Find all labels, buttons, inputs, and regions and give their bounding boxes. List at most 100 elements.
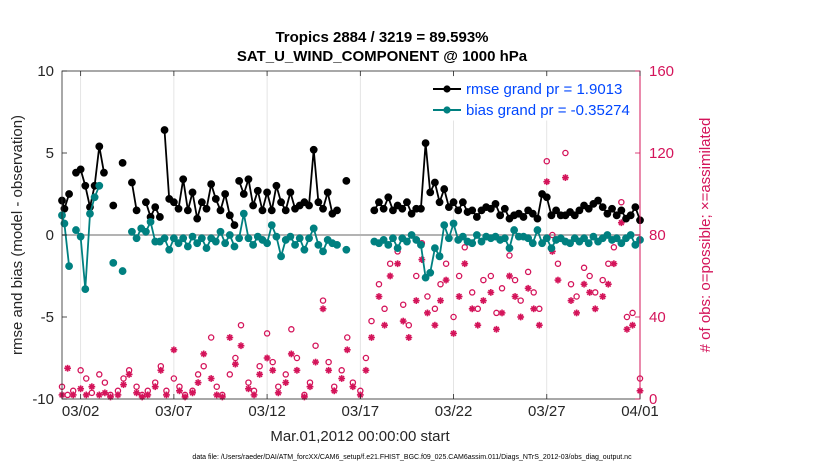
series-layer	[58, 126, 644, 294]
obs-possible-point	[413, 272, 420, 280]
data-file-footnote: data file: /Users/raeder/DAI/ATM_forcXX/…	[192, 454, 632, 461]
obs-assimilated-point	[282, 379, 290, 386]
obs-assimilated-point	[461, 260, 469, 268]
obs-assimilated-point	[437, 297, 444, 304]
obs-assimilated-point	[312, 358, 319, 366]
bias-point	[211, 237, 220, 246]
bias-point	[202, 244, 211, 253]
bias-point	[118, 267, 127, 275]
rmse-point	[221, 190, 230, 198]
obs-possible-point	[200, 362, 207, 370]
obs-assimilated-point	[431, 321, 439, 329]
y-tick-label: -5	[41, 309, 54, 326]
obs-possible-point	[506, 252, 513, 259]
rmse-point	[253, 186, 262, 195]
obs-asterisk-stroke	[362, 367, 369, 374]
y2-tick-label: 0	[649, 391, 657, 408]
rmse-point	[230, 221, 239, 230]
bias-point	[333, 240, 341, 249]
rmse-point	[496, 211, 505, 220]
obs-possible-point	[618, 198, 625, 206]
obs-asterisk-stroke	[512, 293, 519, 300]
y-tick-label: -10	[32, 391, 54, 408]
rmse-point	[76, 165, 85, 174]
obs-possible-point	[245, 379, 252, 386]
bias-point	[477, 237, 486, 246]
bias-point	[65, 262, 73, 271]
obs-possible-point	[567, 280, 575, 288]
rmse-point	[142, 198, 150, 207]
obs-possible-point	[170, 375, 178, 382]
obs-possible-point	[288, 326, 295, 333]
bias-point	[249, 240, 258, 249]
obs-asterisk-stroke	[387, 273, 394, 279]
bias-point	[342, 245, 351, 254]
rmse-point	[598, 203, 607, 212]
obs-asterisk-stroke	[139, 394, 146, 400]
obs-asterisk-stroke	[480, 297, 487, 304]
rmse-point	[603, 209, 612, 218]
obs-possible-point	[562, 149, 569, 157]
obs-asterisk-stroke	[269, 367, 276, 374]
bias-point	[617, 239, 626, 248]
rmse-series-line	[145, 201, 161, 218]
rmse-point	[174, 204, 183, 213]
obs-asterisk-stroke	[450, 330, 457, 337]
obs-asterisk-stroke	[493, 326, 500, 333]
rmse-point	[207, 180, 216, 189]
obs-asterisk-stroke	[282, 379, 289, 386]
obs-assimilated-point	[487, 289, 495, 296]
obs-assimilated-point	[617, 219, 625, 227]
obs-assimilated-point	[338, 375, 346, 382]
obs-assimilated-point	[269, 366, 277, 374]
obs-possible-point	[629, 309, 636, 317]
obs-asterisk-stroke	[605, 281, 612, 288]
obs-asterisk-stroke	[437, 297, 444, 304]
obs-assimilated-point	[77, 385, 85, 393]
obs-asterisk-stroke	[499, 309, 505, 316]
obs-assimilated-point	[493, 325, 500, 333]
rmse-point	[95, 142, 104, 151]
obs-possible-point	[511, 276, 519, 284]
obs-asterisk-stroke	[245, 385, 252, 392]
bias-point	[603, 231, 612, 239]
obs-assimilated-point	[330, 387, 338, 395]
rmse-point	[608, 204, 616, 213]
bias-point	[589, 232, 598, 241]
rmse-point	[519, 213, 528, 221]
y-axis-label: rmse and bias (model - observation)	[9, 115, 26, 355]
rmse-point	[542, 193, 551, 202]
obs-asterisk-stroke	[581, 281, 588, 288]
rmse-point	[305, 201, 313, 210]
obs-possible-point	[88, 389, 96, 397]
obs-asterisk-stroke	[101, 389, 108, 396]
obs-possible-point	[405, 321, 413, 329]
y2-tick-label: 160	[649, 63, 674, 80]
obs-assimilated-point	[170, 346, 178, 354]
obs-assimilated-point	[287, 350, 295, 358]
rmse-point	[379, 204, 388, 213]
bias-point	[225, 231, 234, 239]
obs-assimilated-point	[133, 389, 140, 397]
obs-assimilated-point	[506, 272, 513, 280]
obs-asterisk-stroke	[573, 309, 580, 316]
x-tick-label: 03/02	[62, 403, 100, 420]
legend-rmse-label: rmse grand pr = 1.9013	[466, 81, 622, 98]
legend-box	[427, 76, 637, 121]
obs-possible-point	[96, 371, 103, 378]
rmse-point	[440, 185, 449, 193]
rmse-point	[211, 195, 220, 203]
obs-assimilated-point	[610, 260, 618, 268]
obs-assimilated-point	[263, 354, 271, 362]
obs-asterisk-stroke	[77, 385, 84, 392]
bias-point	[286, 232, 295, 241]
rmse-point	[384, 193, 393, 202]
obs-asterisk-stroke	[312, 359, 319, 366]
obs-possible-point	[381, 305, 388, 313]
obs-asterisk-stroke	[618, 219, 625, 226]
y2-tick-label: 120	[649, 145, 674, 162]
bias-point	[165, 245, 174, 254]
bias-point	[197, 234, 206, 243]
y-axis-ticks: -10 -5 0 5 10	[32, 63, 67, 408]
bias-point	[128, 227, 136, 236]
